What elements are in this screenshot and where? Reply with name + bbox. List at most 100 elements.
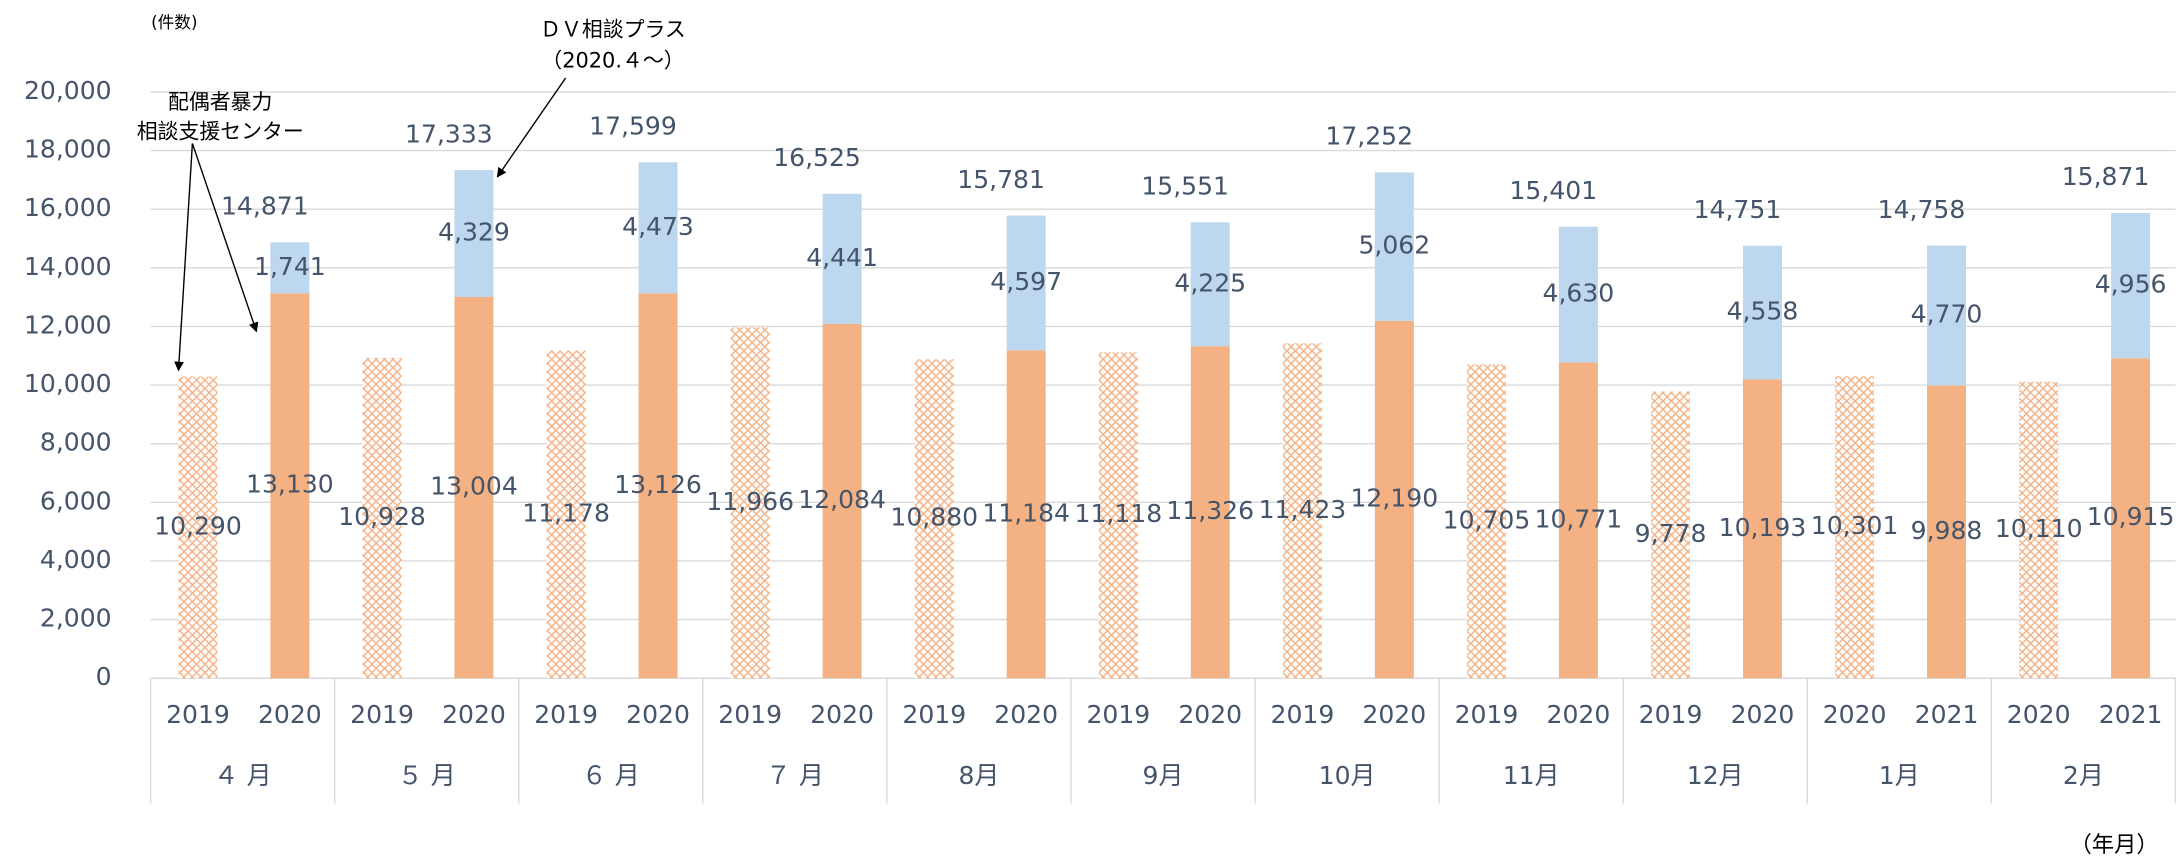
bar [546,350,586,679]
month-label: ５ 月 [398,761,456,790]
bar [822,193,862,324]
year-label: 2020 [626,700,690,729]
month-label: ４ 月 [214,761,272,790]
year-label: 2020 [810,700,874,729]
data-label: 11,184 [982,498,1070,527]
y-unit: (件数) [151,12,197,32]
year-label: 2020 [1731,700,1795,729]
total-label: 15,551 [1141,172,1229,201]
bar [1558,362,1598,679]
year-label: 2019 [1271,700,1335,729]
data-label: 10,928 [338,502,426,531]
data-label: 4,558 [1727,297,1799,326]
bar [1742,379,1782,679]
bar [914,359,954,679]
total-label: 17,599 [589,111,677,140]
bar [454,170,494,297]
bar [1190,222,1230,347]
year-label: 2019 [1455,700,1519,729]
year-label: 2020 [1823,700,1887,729]
month-label: 9月 [1143,761,1184,790]
y-tick-label: 2,000 [40,604,112,633]
data-label: 10,110 [1995,514,2083,543]
data-label: 5,062 [1358,231,1430,260]
y-tick-label: 10,000 [24,369,112,398]
year-label: 2020 [2007,700,2071,729]
annotation: 配偶者暴力 [168,90,272,114]
bar [730,327,770,679]
y-tick-label: 14,000 [24,252,112,281]
bar [1190,346,1230,679]
bar [1466,364,1506,679]
total-label: 15,781 [957,165,1045,194]
data-label: 4,329 [438,218,510,247]
bar [1006,215,1046,351]
year-label: 2019 [1086,700,1150,729]
total-label: 14,751 [1694,195,1782,224]
data-label: 10,301 [1811,511,1899,540]
data-label: 10,771 [1535,504,1623,533]
month-label: 11月 [1503,761,1560,790]
total-label: 16,525 [773,143,861,172]
x-unit: （年月） [2070,832,2159,858]
bar [270,293,310,679]
bar [638,293,678,679]
total-label: 14,758 [1878,195,1966,224]
bar [1927,385,1967,679]
bar [178,376,218,679]
bar [362,357,402,679]
data-label: 4,630 [1543,279,1615,308]
data-label: 11,423 [1259,495,1347,524]
year-label: 2019 [350,700,414,729]
data-label: 13,004 [430,472,518,501]
year-label: 2020 [258,700,322,729]
data-label: 4,956 [2095,270,2167,299]
annotation: （2020.４～） [541,48,684,72]
y-tick-label: 12,000 [24,310,112,339]
data-label: 10,915 [2087,502,2175,531]
y-tick-label: 6,000 [40,486,112,515]
bar [2111,212,2151,359]
year-label: 2021 [1915,700,1979,729]
bar [1927,245,1967,386]
bar [2019,381,2059,679]
total-label: 14,871 [221,191,309,220]
bar [1374,172,1414,321]
data-label: 4,441 [806,243,878,272]
year-label: 2019 [902,700,966,729]
arrow [174,143,194,372]
year-label: 2020 [1362,700,1426,729]
year-label: 2020 [442,700,506,729]
data-label: 10,705 [1443,505,1531,534]
y-tick-label: 0 [96,662,112,691]
y-tick-label: 20,000 [24,76,112,105]
bar [822,323,862,679]
year-label: 2019 [718,700,782,729]
data-label: 1,741 [254,252,326,281]
year-label: 2021 [2099,700,2163,729]
data-label: 9,778 [1635,519,1707,548]
month-label: ７ 月 [766,761,824,790]
bar [1835,376,1875,679]
arrow [496,77,567,178]
total-label: 15,401 [1509,176,1597,205]
total-label: 17,252 [1325,122,1413,151]
year-label: 2019 [534,700,598,729]
bar [1006,350,1046,679]
bar [1558,226,1598,363]
year-label: 2020 [1547,700,1611,729]
data-label: 11,966 [706,487,794,516]
data-label: 4,473 [622,212,694,241]
data-label: 13,130 [246,470,334,499]
data-label: 4,770 [1911,299,1983,328]
bar [1651,391,1691,679]
data-label: 11,118 [1075,499,1163,528]
data-label: 10,880 [890,503,978,532]
data-label: 11,326 [1166,496,1254,525]
data-label: 13,126 [614,470,702,499]
month-label: 10月 [1319,761,1376,790]
bar [1374,320,1414,679]
y-tick-label: 18,000 [24,135,112,164]
data-label: 9,988 [1911,516,1983,545]
